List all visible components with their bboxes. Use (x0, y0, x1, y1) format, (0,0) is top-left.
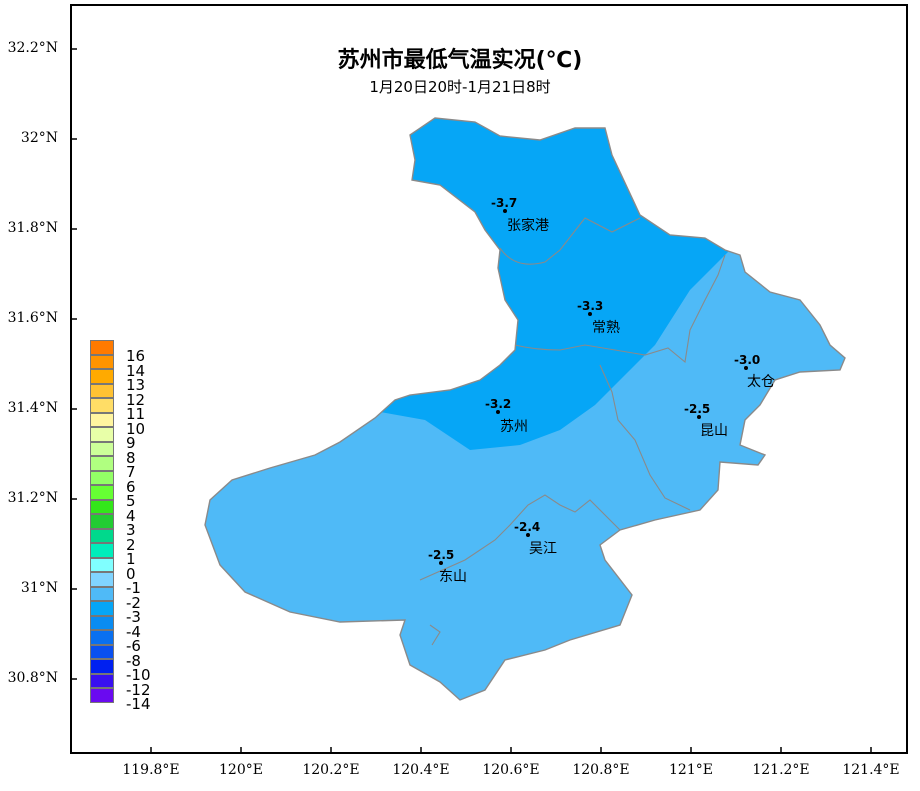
lat-label: 31.4°N (7, 400, 58, 416)
lat-label: 30.8°N (7, 670, 58, 686)
legend-swatch (90, 644, 114, 659)
legend-label: 13 (126, 376, 146, 394)
station-value: -2.4 (514, 520, 541, 534)
station-name: 东山 (439, 569, 467, 585)
station-name: 昆山 (700, 423, 728, 439)
lat-label: 31.8°N (7, 220, 58, 236)
lat-label: 31.6°N (7, 310, 58, 326)
legend-swatch (90, 528, 114, 543)
legend-swatch (90, 340, 114, 355)
legend-label: 8 (126, 448, 136, 467)
lon-label: 121.2°E (752, 762, 810, 778)
legend-swatch (90, 383, 114, 398)
lon-label: 121.4°E (842, 762, 900, 778)
lat-label: 31°N (20, 580, 58, 596)
legend-swatch (90, 659, 114, 674)
lon-label: 120°E (219, 762, 263, 778)
station-value: -3.0 (734, 353, 761, 367)
legend-swatch (90, 499, 114, 514)
legend-label: -6 (126, 637, 141, 655)
legend-swatch (90, 688, 114, 703)
lon-label: 121°E (669, 762, 713, 778)
station-name: 张家港 (507, 218, 549, 234)
legend-swatch (90, 572, 114, 587)
legend-swatch (90, 601, 114, 616)
lat-label: 32.2°N (7, 40, 58, 56)
legend-label: 9 (126, 434, 136, 452)
map-title: 苏州市最低气温实况(℃) (337, 48, 583, 73)
station-value: -3.7 (491, 196, 518, 210)
station-marker (588, 312, 592, 316)
station-name: 吴江 (529, 541, 557, 557)
legend-swatch (90, 630, 114, 645)
station-value: -3.3 (577, 299, 604, 313)
station-marker (496, 410, 500, 414)
legend-label: 12 (126, 390, 146, 409)
legend-swatch (90, 557, 114, 572)
station-name: 常熟 (592, 320, 620, 336)
legend-swatch (90, 398, 114, 413)
legend-swatch (90, 485, 114, 500)
station-marker (697, 415, 701, 419)
legend-label: 6 (126, 477, 136, 496)
station-marker (503, 209, 507, 213)
legend-label: 3 (126, 521, 136, 539)
legend-swatch (90, 543, 114, 558)
lat-label: 31.2°N (7, 490, 58, 506)
legend-swatch (90, 412, 114, 427)
legend-swatch (90, 514, 114, 529)
legend-label: 2 (126, 535, 136, 554)
legend-label: -1 (126, 579, 141, 597)
lon-label: 120.6°E (482, 762, 540, 778)
legend-label: -2 (126, 593, 141, 612)
legend-label: 14 (126, 361, 146, 380)
county-boundaries (419, 217, 726, 646)
legend-label: 10 (126, 419, 146, 438)
lon-label: 120.8°E (572, 762, 630, 778)
lon-label: 120.2°E (302, 762, 360, 778)
map-subtitle: 1月20日20时-1月21日8时 (369, 78, 551, 96)
legend-label: 4 (126, 506, 136, 525)
legend-label: 1 (126, 550, 136, 568)
legend-swatch (90, 441, 114, 456)
station-marker (526, 533, 530, 537)
region-outline (204, 117, 846, 701)
legend-swatch (90, 470, 114, 485)
lat-label: 32°N (20, 130, 58, 146)
legend-label: -4 (126, 622, 141, 641)
station-marker (744, 366, 748, 370)
axis-ticks (70, 48, 872, 754)
legend-swatch (90, 369, 114, 384)
station-value: -3.2 (485, 397, 512, 411)
station-name: 太仓 (747, 374, 775, 390)
station-marker (439, 561, 443, 565)
legend-label: -8 (126, 651, 141, 670)
lon-label: 120.4°E (392, 762, 450, 778)
legend-swatch (90, 427, 114, 442)
legend-swatch (90, 673, 114, 688)
legend-swatch (90, 456, 114, 471)
legend-label: -3 (126, 608, 141, 626)
legend-swatch (90, 586, 114, 601)
legend-label: 5 (126, 492, 136, 510)
lon-label: 119.8°E (122, 762, 180, 778)
station-name: 苏州 (500, 419, 528, 435)
legend-label: -12 (126, 680, 151, 699)
legend-swatch (90, 615, 114, 630)
station-value: -2.5 (684, 402, 711, 416)
legend-swatch (90, 354, 114, 369)
legend-label: 0 (126, 564, 136, 583)
legend-label: 11 (126, 405, 146, 423)
legend-label: -10 (126, 666, 151, 684)
legend-label: 16 (126, 347, 146, 365)
legend-label: -14 (126, 695, 151, 713)
legend-label: 7 (126, 463, 136, 481)
station-value: -2.5 (428, 548, 455, 562)
